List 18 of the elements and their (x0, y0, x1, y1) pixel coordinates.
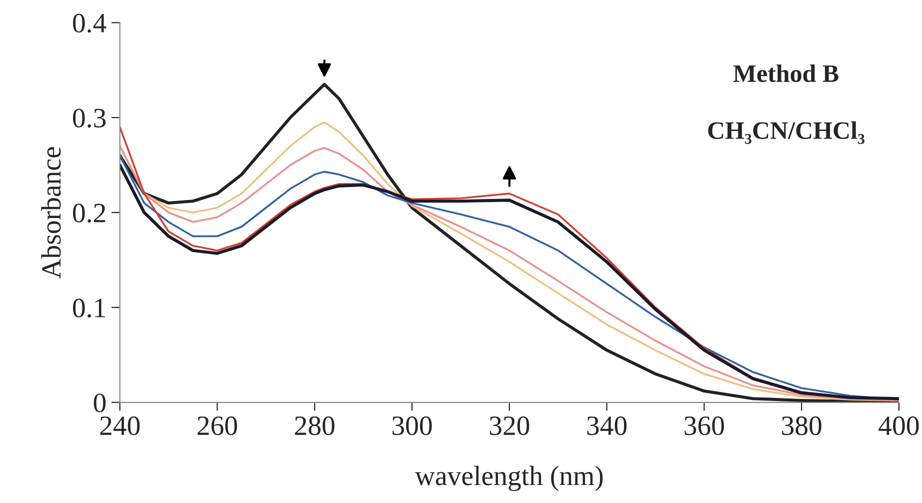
annotation: CH₃CN/CHCl₃ (708, 121, 864, 144)
x-axis-title: wavelength (nm) (414, 466, 603, 492)
y-tick-label: 0 (94, 394, 106, 412)
annotation: Method B (733, 64, 838, 82)
y-tick-label: 0.3 (73, 108, 106, 128)
x-tick-label: 360 (684, 416, 724, 436)
y-tick-label: 0.4 (73, 14, 106, 33)
x-tick-label: 380 (782, 416, 822, 436)
x-tick-label: 300 (392, 416, 432, 436)
x-tick-label: 240 (100, 416, 140, 436)
y-axis-title: Absorbance (41, 147, 61, 279)
y-tick-label: 0.2 (73, 204, 106, 223)
y-tick-label: 0.1 (73, 298, 105, 318)
x-tick-label: 320 (490, 416, 530, 436)
x-tick-label: 260 (198, 416, 238, 436)
x-tick-label: 340 (587, 416, 627, 436)
x-tick-label: 280 (295, 416, 334, 436)
x-tick-label: 400 (878, 416, 919, 436)
